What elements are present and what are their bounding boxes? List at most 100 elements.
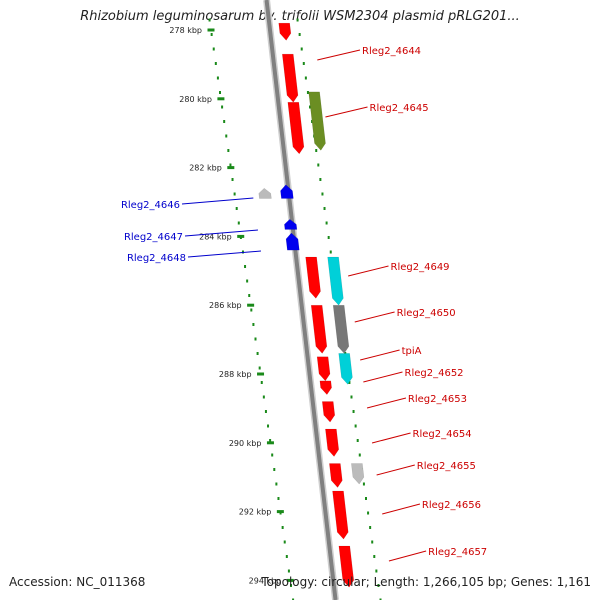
gene-label: Rleg2_4656 xyxy=(422,500,481,511)
gene-feature xyxy=(332,304,350,354)
ring-dot xyxy=(210,33,213,36)
ring-dot xyxy=(323,207,326,210)
gene-feature xyxy=(319,380,332,396)
tick-label: 286 kbp xyxy=(209,301,242,310)
ring-dot xyxy=(283,540,286,544)
ring-dot xyxy=(300,47,303,51)
ring-dot xyxy=(254,337,257,341)
ring-dot xyxy=(237,221,240,225)
ring-dot xyxy=(379,598,382,600)
ring-dot xyxy=(212,47,215,51)
tick-layer: 278 kbp 280 kbp 282 kbp 284 kbp 286 kbp 288 k… xyxy=(169,26,294,585)
gene-label: tpiA xyxy=(402,346,422,357)
feature-layer xyxy=(258,22,365,588)
ring-dot xyxy=(225,134,228,138)
ring-dot xyxy=(317,163,320,167)
label-leader xyxy=(376,464,415,476)
ring-dot xyxy=(285,555,288,558)
ring-dot xyxy=(256,352,259,355)
ring-dot xyxy=(306,91,309,94)
ring-dot xyxy=(362,482,365,486)
gene-feature xyxy=(321,401,336,423)
ring-dot xyxy=(354,424,357,428)
tick-mark xyxy=(266,441,274,445)
gene-feature xyxy=(327,256,344,306)
ring-dot xyxy=(350,395,353,399)
gene-label: Rleg2_4650 xyxy=(397,308,456,319)
tick-label: 292 kbp xyxy=(239,508,272,517)
map-title: Rhizobium leguminosarum bv. trifolii WSM… xyxy=(80,9,520,24)
backbone-layer xyxy=(263,0,340,600)
ring-dot xyxy=(319,178,322,181)
tick-mark xyxy=(237,234,245,238)
gene-feature xyxy=(287,101,305,155)
accession-text: Accession: NC_011368 xyxy=(9,575,146,589)
ring-dot xyxy=(264,410,267,413)
gene-label: Rleg2_4654 xyxy=(413,429,472,440)
label-leader xyxy=(317,49,361,61)
ring-dot xyxy=(208,18,211,22)
gene-label: Rleg2_4648 xyxy=(127,253,186,264)
ring-dot xyxy=(296,18,299,22)
ring-dot xyxy=(364,497,367,500)
ring-dot xyxy=(267,424,270,428)
ring-dot xyxy=(325,221,328,225)
gene-label: Rleg2_4649 xyxy=(391,262,450,273)
ring-dot xyxy=(233,192,236,196)
gene-feature xyxy=(305,256,321,299)
gene-feature xyxy=(316,356,331,382)
ring-dot xyxy=(281,526,284,529)
ring-dot xyxy=(298,33,301,36)
gene-feature xyxy=(280,184,294,199)
label-leader xyxy=(181,197,254,205)
tick-label: 278 kbp xyxy=(169,26,202,35)
gene-feature xyxy=(308,91,326,151)
gene-feature xyxy=(284,218,298,230)
tick-label: 290 kbp xyxy=(229,439,262,448)
label-leader xyxy=(371,432,411,444)
tick-mark xyxy=(276,510,284,514)
gene-feature xyxy=(329,463,343,488)
ring-dot xyxy=(246,279,249,283)
genome-stats-text: Topology: circular; Length: 1,266,105 bp… xyxy=(261,575,591,589)
ring-dot xyxy=(358,453,361,457)
gene-feature xyxy=(310,304,328,354)
backbone-line xyxy=(264,0,338,600)
gene-feature xyxy=(258,187,272,199)
gene-label: Rleg2_4657 xyxy=(428,547,487,558)
tick-label: 282 kbp xyxy=(189,164,222,173)
ring-dot xyxy=(289,584,292,587)
ring-dot xyxy=(273,468,276,471)
ring-dot xyxy=(377,584,380,587)
tick-mark xyxy=(207,28,215,32)
ring-dot xyxy=(304,76,307,80)
label-leader xyxy=(187,250,262,258)
ring-dot xyxy=(369,526,372,529)
label-leader xyxy=(184,229,258,237)
gene-label: Rleg2_4647 xyxy=(124,232,183,243)
gene-feature xyxy=(281,53,299,103)
ring-dot xyxy=(244,265,247,268)
gene-feature xyxy=(338,545,355,588)
gene-feature xyxy=(351,463,365,485)
ring-dot xyxy=(287,569,290,573)
gene-label: Rleg2_4644 xyxy=(362,46,421,57)
label-leader xyxy=(388,550,427,562)
label-layer: Rleg2_4644 Rleg2_4645 Rleg2_4649 Rleg2_4650… xyxy=(121,46,487,562)
gene-label: Rleg2_4646 xyxy=(121,200,180,211)
label-leader xyxy=(366,397,407,409)
label-leader xyxy=(382,503,421,515)
ring-dot xyxy=(235,207,238,210)
gene-feature xyxy=(338,353,353,385)
label-leader xyxy=(360,349,400,361)
ring-dot xyxy=(315,149,318,152)
label-leader xyxy=(363,371,403,383)
tick-mark xyxy=(217,97,225,101)
ring-dot xyxy=(375,569,378,573)
ring-dot xyxy=(231,178,234,181)
gene-label: Rleg2_4655 xyxy=(417,461,476,472)
ring-dot xyxy=(275,482,278,486)
label-leader xyxy=(325,106,368,118)
tick-label: 284 kbp xyxy=(199,232,232,241)
